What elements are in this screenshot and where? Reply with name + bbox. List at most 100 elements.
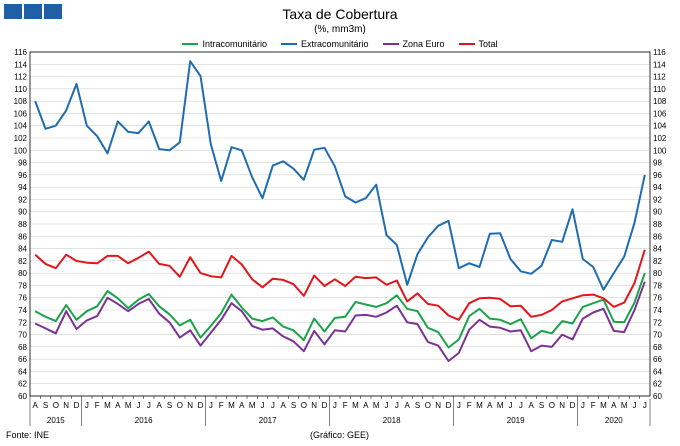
y-tick-label-right: 68 — [653, 343, 662, 352]
legend-label: Extracomunitário — [300, 39, 369, 49]
y-tick-label-right: 82 — [653, 257, 662, 266]
y-tick-label-right: 114 — [653, 60, 666, 69]
credit-note: (Gráfico: GEE) — [310, 430, 370, 440]
x-tick-label: O — [425, 401, 431, 410]
y-tick-label-left: 78 — [18, 281, 27, 290]
brand-logo — [4, 4, 62, 19]
series-line — [34, 60, 646, 291]
x-tick-label: J — [261, 401, 265, 410]
x-tick-label: D — [570, 401, 576, 410]
x-tick-label: J — [385, 401, 389, 410]
legend-label: Zona Euro — [402, 39, 445, 49]
y-tick-label-left: 64 — [18, 367, 27, 376]
x-tick-label: A — [280, 401, 286, 410]
y-tick-label-right: 60 — [653, 392, 662, 401]
chart-legend: Intracomunitário Extracomunitário Zona Eur… — [0, 39, 680, 49]
legend-item: Extracomunitário — [280, 39, 369, 49]
x-tick-label: A — [32, 401, 38, 410]
legend-item: Zona Euro — [382, 39, 445, 49]
legend-swatch — [182, 43, 199, 45]
y-tick-label-right: 62 — [653, 380, 662, 389]
y-tick-label-left: 60 — [18, 392, 27, 401]
y-tick-label-left: 102 — [14, 134, 28, 143]
y-tick-label-left: 70 — [18, 331, 27, 340]
legend-label: Intracomunitário — [202, 39, 267, 49]
y-tick-label-right: 80 — [653, 269, 662, 278]
source-note: Fonte: INE — [6, 430, 50, 440]
series-line — [34, 272, 646, 349]
x-tick-label: F — [95, 401, 100, 410]
y-tick-label-left: 112 — [14, 73, 27, 82]
legend-swatch — [382, 43, 399, 45]
y-tick-label-right: 70 — [653, 331, 662, 340]
year-label: 2016 — [135, 416, 153, 425]
y-tick-label-left: 76 — [18, 294, 27, 303]
x-tick-label: O — [301, 401, 307, 410]
y-tick-label-right: 108 — [653, 97, 667, 106]
y-tick-label-right: 84 — [653, 245, 662, 254]
year-label: 2020 — [605, 416, 623, 425]
y-tick-label-left: 108 — [14, 97, 28, 106]
x-tick-label: J — [457, 401, 461, 410]
y-tick-label-left: 72 — [18, 318, 27, 327]
y-tick-label-left: 100 — [14, 146, 28, 155]
y-tick-label-right: 116 — [653, 48, 666, 57]
x-tick-label: A — [239, 401, 245, 410]
logo-square — [44, 4, 62, 19]
x-tick-label: J — [519, 401, 523, 410]
y-tick-label-right: 112 — [653, 73, 666, 82]
y-tick-label-left: 90 — [18, 208, 27, 217]
x-tick-label: N — [63, 401, 69, 410]
year-label: 2018 — [383, 416, 401, 425]
x-tick-label: N — [187, 401, 193, 410]
series-line — [34, 281, 646, 362]
x-tick-label: N — [311, 401, 317, 410]
x-tick-label: J — [137, 401, 141, 410]
x-tick-label: M — [600, 401, 607, 410]
y-tick-label-left: 68 — [18, 343, 27, 352]
x-tick-label: S — [291, 401, 296, 410]
chart-subtitle: (%, mm3m) — [314, 24, 366, 35]
y-tick-label-right: 98 — [653, 159, 662, 168]
x-tick-label: S — [415, 401, 420, 410]
x-tick-label: A — [115, 401, 121, 410]
y-tick-label-right: 90 — [653, 208, 662, 217]
x-tick-label: M — [104, 401, 111, 410]
legend-swatch — [458, 43, 475, 45]
y-tick-label-right: 88 — [653, 220, 662, 229]
y-tick-label-left: 98 — [18, 159, 27, 168]
y-tick-label-left: 94 — [18, 183, 27, 192]
x-tick-label: F — [219, 401, 224, 410]
year-label: 2015 — [47, 416, 65, 425]
y-tick-label-right: 78 — [653, 281, 662, 290]
x-tick-label: N — [435, 401, 441, 410]
x-tick-label: A — [611, 401, 617, 410]
x-tick-label: J — [581, 401, 585, 410]
x-tick-label: M — [497, 401, 504, 410]
x-tick-label: M — [228, 401, 235, 410]
y-tick-label-left: 62 — [18, 380, 27, 389]
x-tick-label: A — [363, 401, 369, 410]
y-tick-label-right: 110 — [653, 85, 666, 94]
y-tick-label-right: 76 — [653, 294, 662, 303]
x-tick-label: S — [539, 401, 544, 410]
x-tick-label: D — [446, 401, 452, 410]
y-tick-label-left: 82 — [18, 257, 27, 266]
x-tick-label: M — [476, 401, 483, 410]
x-tick-label: M — [249, 401, 256, 410]
y-tick-label-right: 66 — [653, 355, 662, 364]
x-tick-label: J — [509, 401, 513, 410]
x-tick-label: A — [156, 401, 162, 410]
y-tick-label-right: 96 — [653, 171, 662, 180]
x-tick-label: J — [395, 401, 399, 410]
x-tick-label: A — [404, 401, 410, 410]
y-tick-label-right: 102 — [653, 134, 667, 143]
series-line — [34, 249, 646, 321]
y-tick-label-right: 86 — [653, 232, 662, 241]
year-label: 2019 — [507, 416, 525, 425]
y-tick-label-left: 96 — [18, 171, 27, 180]
x-tick-label: O — [549, 401, 555, 410]
y-tick-label-right: 106 — [653, 109, 667, 118]
y-tick-label-left: 114 — [14, 60, 27, 69]
